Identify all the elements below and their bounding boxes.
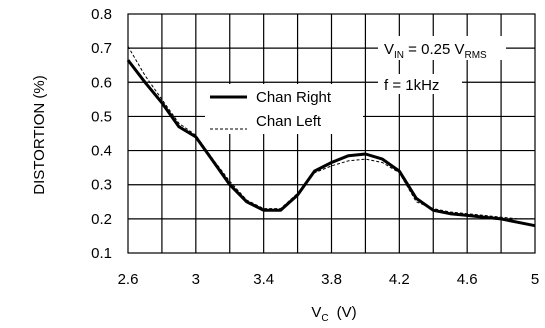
y-tick-label: 0.1 bbox=[91, 245, 112, 262]
series-line-chan-right bbox=[126, 59, 536, 228]
y-tick-label: 0.4 bbox=[91, 143, 112, 160]
plot-frame bbox=[127, 13, 536, 254]
x-tick-label: 5 bbox=[531, 271, 539, 288]
annotation-vin-mid: = 0.25 V bbox=[404, 41, 464, 58]
legend-bg bbox=[205, 84, 363, 134]
x-tick-label: 4.2 bbox=[389, 271, 410, 288]
annotation-vin-main: V bbox=[384, 41, 394, 58]
x-axis-label: VC (V) bbox=[311, 304, 356, 324]
annotation-vin: VIN = 0.25 VRMS bbox=[384, 41, 487, 61]
x-tick-label: 4.6 bbox=[457, 271, 478, 288]
y-tick-label: 0.5 bbox=[91, 108, 112, 125]
y-axis-label: DISTORTION (%) bbox=[31, 75, 48, 194]
legend-label-chan-right: Chan Right bbox=[256, 89, 332, 106]
x-tick-label: 2.6 bbox=[118, 271, 139, 288]
series-lines bbox=[126, 46, 536, 228]
annotation-vin-sub: IN bbox=[394, 50, 404, 61]
y-tick-label: 0.6 bbox=[91, 74, 112, 91]
y-tick-label: 0.7 bbox=[91, 40, 112, 57]
annotation-vin-unit-sub: RMS bbox=[464, 50, 487, 61]
x-axis-label-main: V bbox=[311, 304, 321, 321]
annotation-vin-bg bbox=[378, 36, 506, 60]
y-tick-label: 0.2 bbox=[91, 211, 112, 228]
series-line-chan-left bbox=[127, 46, 535, 220]
x-tick-label: 3 bbox=[192, 271, 200, 288]
legend: Chan Right Chan Left bbox=[205, 84, 363, 134]
x-axis-label-sub: C bbox=[321, 313, 328, 324]
x-tick-label: 3.8 bbox=[321, 271, 342, 288]
x-tick-label: 3.4 bbox=[253, 271, 274, 288]
legend-label-chan-left: Chan Left bbox=[256, 113, 322, 130]
y-tick-label: 0.8 bbox=[91, 6, 112, 23]
annotation-freq-bg bbox=[378, 74, 462, 94]
annotation-freq: f = 1kHz bbox=[384, 77, 439, 94]
tick-labels: 2.6 3 3.4 3.8 4.2 4.6 5 0.1 0.2 0.3 0.4 0.5 0.6 0.7 0.… bbox=[91, 6, 539, 288]
x-axis-label-unit: (V) bbox=[337, 304, 357, 321]
y-tick-label: 0.3 bbox=[91, 177, 112, 194]
